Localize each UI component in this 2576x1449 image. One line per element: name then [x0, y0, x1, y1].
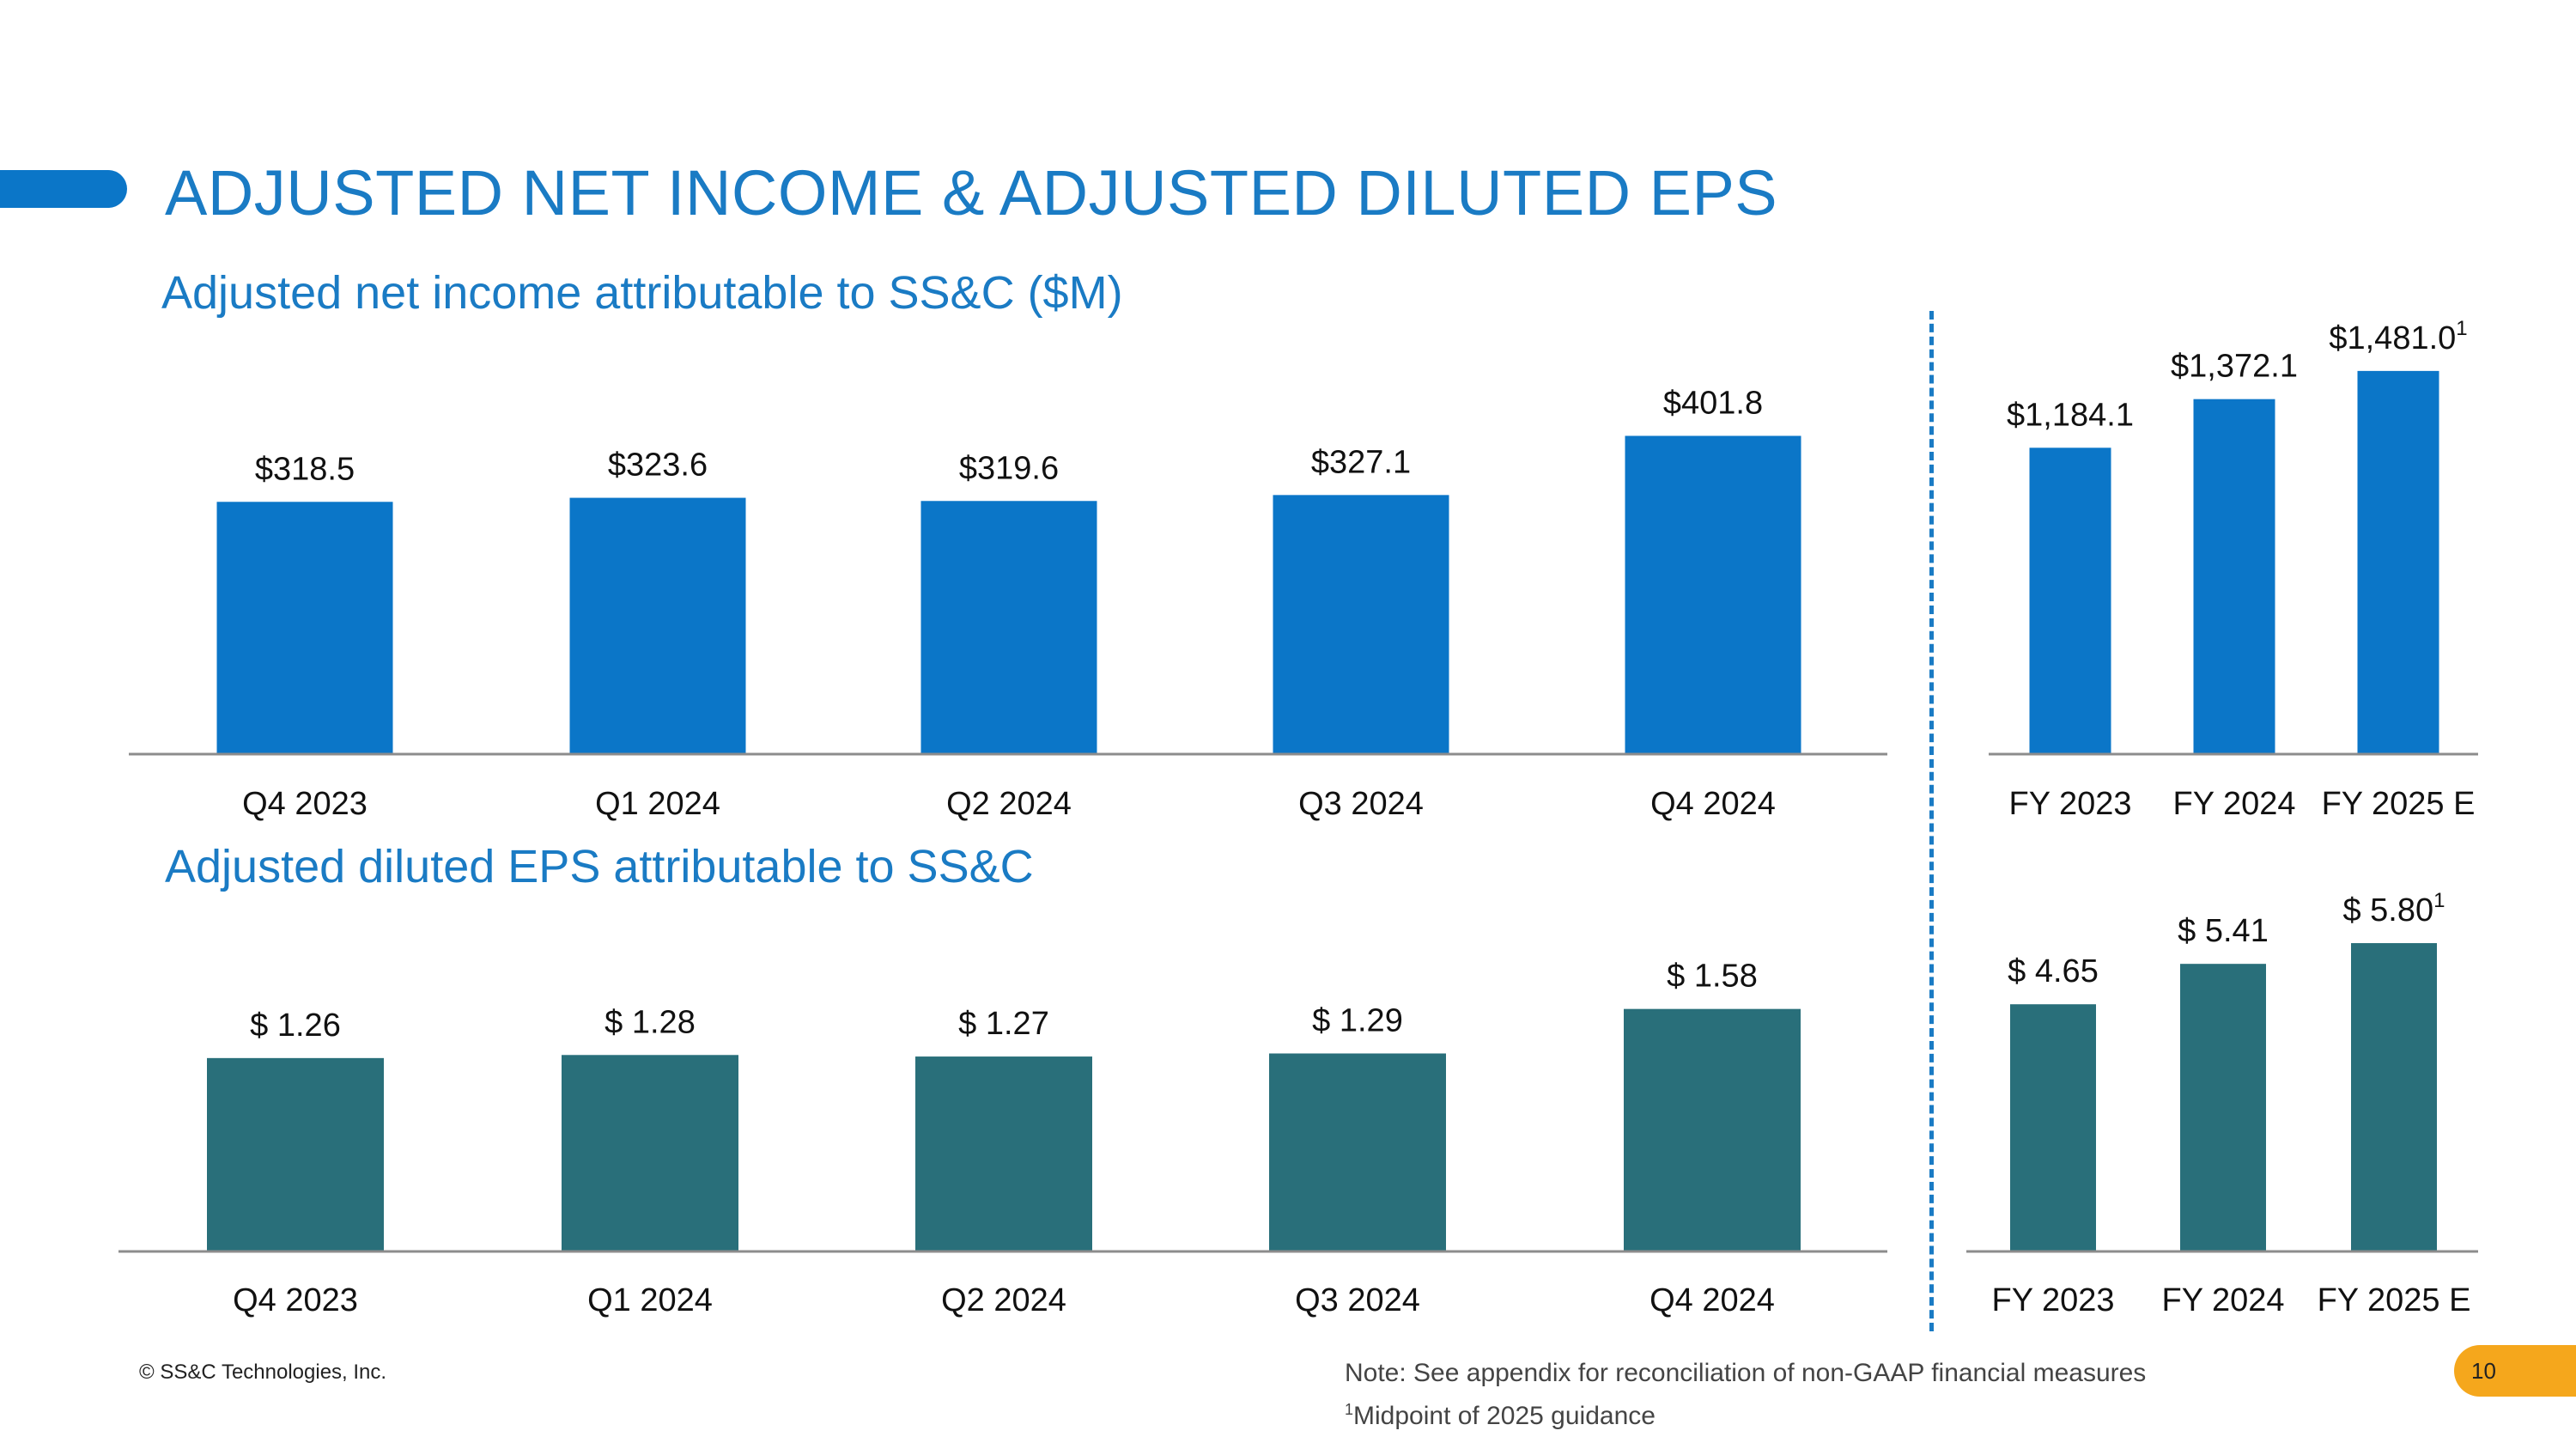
data-label: $318.5: [255, 451, 355, 487]
data-label: $ 1.58: [1667, 959, 1758, 995]
bar-income-annual-0: [2029, 447, 2111, 754]
bar-eps-quarterly-4: [1624, 1008, 1801, 1251]
slide-title: ADJUSTED NET INCOME & ADJUSTED DILUTED E…: [165, 157, 1778, 228]
bar-income-quarterly-3: [1273, 495, 1449, 754]
data-label: $327.1: [1311, 444, 1411, 480]
bar-income-annual-2: [2357, 370, 2439, 754]
data-label: $ 1.28: [605, 1004, 696, 1040]
category-label: Q3 2024: [1295, 1282, 1420, 1318]
copyright-text: © SS&C Technologies, Inc.: [139, 1361, 387, 1384]
bar-eps-annual-2: [2351, 943, 2437, 1251]
category-label: FY 2023: [1992, 1282, 2115, 1318]
eps-annual-chart: $ 4.65 FY 2023 $ 5.41 FY 2024 $ 5.801 FY 2025…: [1966, 889, 2478, 1318]
category-label: FY 2025 E: [2322, 786, 2476, 822]
category-label: Q2 2024: [941, 1282, 1066, 1318]
eps-chart-title: Adjusted diluted EPS attributable to SS&…: [165, 841, 1034, 892]
data-label: $1,481.01: [2329, 317, 2467, 356]
bar-eps-quarterly-0: [207, 1057, 384, 1251]
section-divider: [1929, 311, 1934, 1331]
category-label: FY 2023: [2009, 786, 2132, 822]
bar-eps-annual-0: [2010, 1004, 2096, 1251]
category-label: Q4 2024: [1649, 1282, 1775, 1318]
footnotes: Note: See appendix for reconciliation of…: [1345, 1355, 2146, 1434]
guidance-footnote: 1Midpoint of 2025 guidance: [1345, 1391, 2146, 1434]
bar-income-quarterly-4: [1625, 435, 1801, 754]
income-chart-title: Adjusted net income attributable to SS&C…: [161, 267, 1123, 319]
data-label: $ 5.801: [2342, 889, 2445, 928]
bar-income-quarterly-0: [216, 502, 393, 754]
data-label: $ 1.26: [250, 1008, 341, 1044]
title-accent-bar: [0, 170, 127, 208]
non-gaap-note: Note: See appendix for reconciliation of…: [1345, 1359, 2147, 1387]
eps-quarterly-chart: $ 1.26 Q4 2023 $ 1.28 Q1 2024 $ 1.27 Q2 2024 $…: [118, 959, 1887, 1318]
bar-income-annual-1: [2193, 399, 2275, 754]
data-label: $1,372.1: [2171, 349, 2298, 385]
category-label: Q1 2024: [595, 786, 720, 822]
data-label: $ 4.65: [2008, 953, 2099, 989]
bar-eps-quarterly-3: [1269, 1053, 1446, 1251]
data-label: $319.6: [959, 450, 1059, 486]
data-label: $401.8: [1663, 385, 1763, 421]
bar-eps-quarterly-1: [562, 1055, 738, 1251]
category-label: Q4 2023: [242, 786, 368, 822]
category-label: Q3 2024: [1298, 786, 1424, 822]
bar-income-quarterly-1: [569, 497, 746, 754]
footnote-text: Midpoint of 2025 guidance: [1353, 1402, 1656, 1430]
category-label: Q1 2024: [587, 1282, 713, 1318]
category-label: FY 2024: [2173, 786, 2296, 822]
category-label: FY 2025 E: [2318, 1282, 2471, 1318]
income-annual-chart: $1,184.1 FY 2023 $1,372.1 FY 2024 $1,481.01 F…: [1989, 317, 2478, 822]
category-label: Q2 2024: [946, 786, 1072, 822]
data-label: $ 5.41: [2178, 913, 2269, 949]
category-label: Q4 2023: [233, 1282, 358, 1318]
data-label: $323.6: [608, 447, 708, 484]
category-label: FY 2024: [2162, 1282, 2285, 1318]
footnote-marker: 1: [1345, 1401, 1354, 1418]
data-label: $ 1.27: [958, 1006, 1049, 1042]
bar-eps-quarterly-2: [915, 1056, 1092, 1251]
data-label: $ 1.29: [1312, 1002, 1403, 1038]
category-label: Q4 2024: [1650, 786, 1776, 822]
bar-income-quarterly-2: [920, 501, 1097, 754]
page-number: 10: [2471, 1358, 2496, 1384]
bar-eps-annual-1: [2180, 964, 2266, 1251]
income-quarterly-chart: $318.5 Q4 2023 $323.6 Q1 2024 $319.6 Q2 2024 $…: [129, 385, 1887, 822]
data-label: $1,184.1: [2007, 397, 2134, 433]
page-number-badge: 10: [2454, 1345, 2576, 1397]
